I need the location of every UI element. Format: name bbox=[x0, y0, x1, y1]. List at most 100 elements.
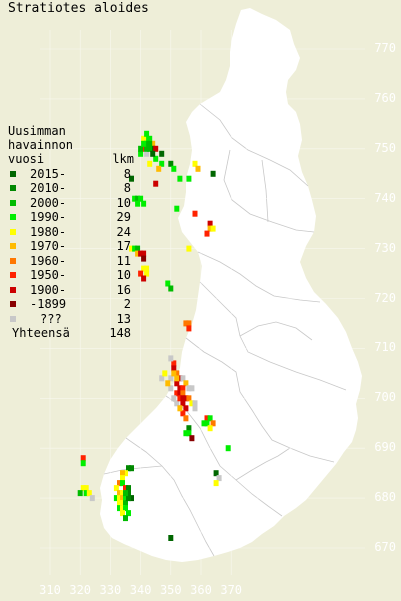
legend-count-heading: lkm bbox=[112, 152, 134, 166]
easting-tick-label: 360 bbox=[190, 583, 212, 597]
observation-square bbox=[123, 495, 128, 502]
observation-square bbox=[183, 430, 189, 437]
observation-points bbox=[77, 130, 231, 541]
northing-tick-label: 680 bbox=[374, 490, 396, 505]
observation-square bbox=[204, 415, 210, 422]
legend-swatch bbox=[10, 301, 16, 307]
legend-swatch bbox=[10, 228, 16, 235]
legend-swatch bbox=[10, 214, 16, 220]
observation-square bbox=[174, 370, 180, 377]
easting-tick-label: 310 bbox=[39, 583, 61, 597]
observation-square bbox=[144, 140, 150, 147]
observation-square bbox=[144, 265, 150, 272]
observation-square bbox=[126, 490, 131, 497]
observation-square bbox=[117, 505, 122, 512]
observation-square bbox=[186, 245, 192, 252]
observation-square bbox=[186, 425, 192, 432]
observation-square bbox=[186, 385, 192, 392]
legend-item-count: 11 bbox=[116, 253, 131, 268]
northing-tick-label: 690 bbox=[374, 440, 396, 455]
legend-item: 1950- 10 bbox=[8, 268, 138, 283]
legend-item: 1970- 17 bbox=[8, 239, 138, 254]
observation-square bbox=[117, 490, 122, 497]
observation-square bbox=[159, 375, 165, 382]
observation-square bbox=[210, 170, 216, 177]
observation-square bbox=[192, 160, 198, 167]
observation-square bbox=[180, 375, 186, 382]
observation-square bbox=[83, 490, 89, 497]
northing-tick-label: 710 bbox=[374, 340, 396, 355]
observation-square bbox=[141, 250, 147, 257]
observation-square bbox=[126, 495, 131, 502]
observation-square bbox=[147, 135, 153, 142]
observation-square bbox=[183, 395, 189, 402]
observation-square bbox=[207, 225, 213, 232]
observation-square bbox=[177, 175, 183, 182]
observation-square bbox=[141, 135, 147, 142]
observation-square bbox=[180, 400, 186, 407]
observation-square bbox=[129, 495, 134, 502]
legend-item: 2015- 8 bbox=[8, 167, 138, 182]
observation-square bbox=[120, 490, 125, 497]
observation-square bbox=[129, 465, 134, 472]
observation-square bbox=[171, 165, 177, 172]
observation-square bbox=[168, 375, 174, 382]
observation-square bbox=[129, 175, 134, 182]
legend-swatch bbox=[10, 286, 16, 293]
legend-item: -1899 2 bbox=[8, 297, 138, 312]
legend-item-count: 10 bbox=[116, 268, 131, 282]
observation-square bbox=[138, 270, 144, 277]
legend-item-label: 2010- bbox=[30, 181, 67, 195]
observation-square bbox=[123, 515, 128, 522]
legend-heading-line-3: vuosi bbox=[8, 152, 45, 166]
observation-square bbox=[126, 485, 131, 492]
observation-square bbox=[168, 385, 174, 392]
observation-square bbox=[144, 150, 150, 157]
observation-square bbox=[156, 165, 162, 172]
observation-square bbox=[165, 280, 171, 287]
observation-square bbox=[138, 250, 144, 257]
observation-square bbox=[180, 395, 186, 402]
legend-item-count: 16 bbox=[116, 282, 131, 297]
northing-tick-label: 740 bbox=[374, 190, 396, 205]
observation-square bbox=[144, 145, 150, 152]
legend-heading-line-1: Uusimman bbox=[8, 124, 66, 138]
legend-item-label: -1899 bbox=[30, 297, 67, 311]
observation-square bbox=[180, 385, 186, 392]
observation-square bbox=[86, 490, 92, 497]
observation-square bbox=[174, 400, 180, 407]
observation-square bbox=[177, 395, 183, 402]
observation-square bbox=[80, 460, 86, 467]
observation-square bbox=[186, 325, 192, 332]
observation-square bbox=[174, 375, 180, 382]
observation-square bbox=[144, 270, 150, 277]
observation-square bbox=[150, 150, 156, 157]
legend-item-label: 1990- bbox=[30, 210, 67, 224]
observation-square bbox=[80, 455, 86, 462]
observation-square bbox=[150, 145, 156, 152]
observation-square bbox=[135, 245, 141, 252]
observation-square bbox=[141, 140, 147, 147]
legend-item-count: 10 bbox=[116, 195, 131, 210]
observation-square bbox=[168, 285, 174, 292]
observation-square bbox=[186, 320, 192, 327]
observation-square bbox=[147, 145, 153, 152]
northing-tick-label: 770 bbox=[374, 41, 396, 55]
observation-square bbox=[177, 385, 183, 392]
observation-square bbox=[135, 200, 141, 207]
observation-square bbox=[195, 165, 201, 172]
coordinate-grid bbox=[40, 30, 365, 575]
legend-swatch bbox=[10, 257, 16, 264]
observation-square bbox=[192, 405, 198, 412]
observation-square bbox=[177, 375, 183, 382]
observation-square bbox=[207, 220, 213, 227]
legend-item-count: 24 bbox=[116, 224, 131, 239]
observation-square bbox=[225, 445, 231, 452]
observation-square bbox=[174, 380, 180, 387]
observation-square bbox=[138, 150, 144, 157]
observation-square bbox=[183, 380, 189, 387]
legend-total-count: 148 bbox=[109, 326, 131, 340]
observation-square bbox=[141, 275, 147, 282]
observation-square bbox=[129, 245, 134, 252]
observation-square bbox=[189, 400, 195, 407]
